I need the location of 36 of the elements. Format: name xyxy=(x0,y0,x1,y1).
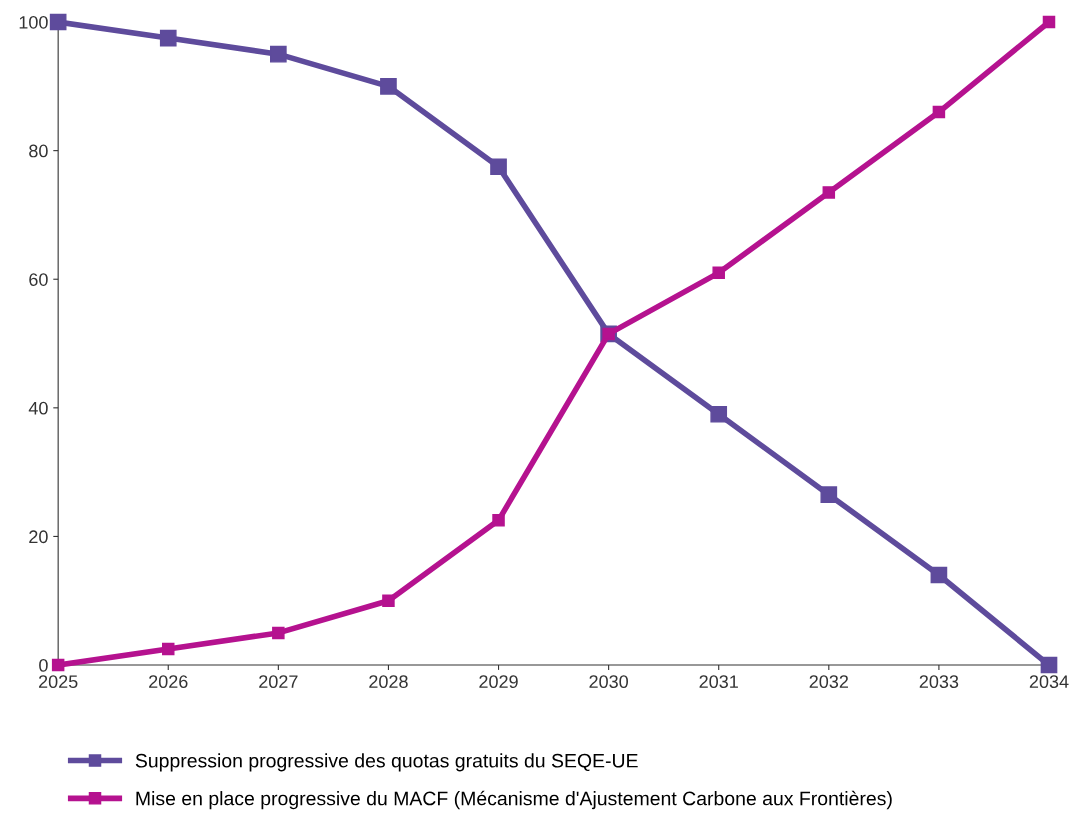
x-tick-label: 2030 xyxy=(589,675,628,689)
x-tick-label: 2032 xyxy=(809,675,848,689)
point xyxy=(710,405,728,423)
y-tick-label: 40 xyxy=(28,401,48,415)
point xyxy=(930,566,948,584)
x-tick-label: 2034 xyxy=(1029,675,1069,689)
y-tick-label: 20 xyxy=(29,530,48,544)
point xyxy=(492,514,505,527)
point xyxy=(1042,15,1056,29)
x-tick-label: 2033 xyxy=(919,675,959,689)
x-tick-label: 2029 xyxy=(479,675,518,689)
point xyxy=(162,642,175,656)
y-tick-label: 100 xyxy=(19,15,48,29)
point xyxy=(159,29,177,47)
point xyxy=(820,486,838,503)
y-tick-label: 0 xyxy=(39,658,48,672)
point xyxy=(1040,656,1058,674)
point xyxy=(270,45,287,63)
point xyxy=(490,158,507,176)
x-tick-label: 2031 xyxy=(699,675,738,689)
x-tick-label: 2028 xyxy=(369,675,408,689)
point xyxy=(382,594,395,607)
legend-label: Suppression progressive des quotas gratuits du SEQE-UE xyxy=(135,753,638,772)
x-tick-label: 2026 xyxy=(149,675,188,689)
y-tick-label: 60 xyxy=(29,273,48,286)
point xyxy=(51,658,65,672)
y-tick-label: 80 xyxy=(29,144,48,158)
legend-label: Mise en place progressive du MACF (Mécanisme d'Ajustement Carbone aux Frontières) xyxy=(136,790,892,810)
point xyxy=(932,105,946,119)
point xyxy=(272,626,285,640)
point xyxy=(380,77,397,95)
point xyxy=(822,186,836,199)
point xyxy=(712,266,725,280)
point xyxy=(49,13,67,31)
x-tick-label: 2025 xyxy=(38,675,78,689)
x-tick-label: 2027 xyxy=(259,675,298,689)
